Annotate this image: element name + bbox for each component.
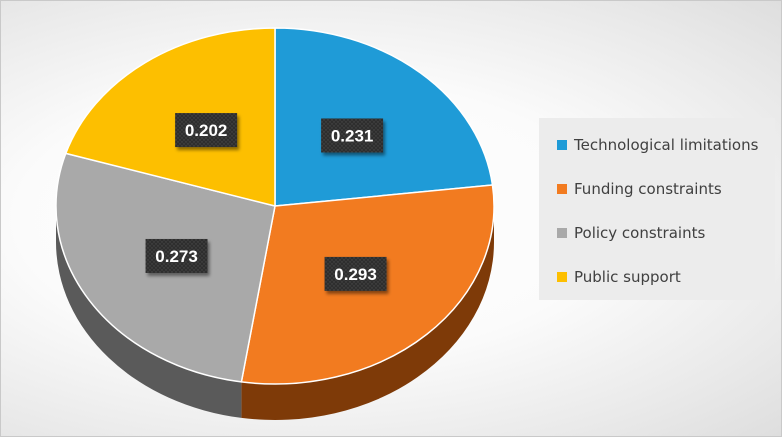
pie-side-policy-constraints [56,206,242,418]
data-label-public-support: 0.202 [175,113,238,148]
legend-label: Public support [574,268,681,286]
data-label-funding-constraints: 0.293 [324,256,387,291]
legend-swatch [557,184,567,194]
legend-item-policy-constraints: Policy constraints [557,222,705,244]
data-label-box [175,113,238,148]
legend-swatch [557,228,567,238]
legend-item-funding-constraints: Funding constraints [557,178,722,200]
data-label-text: 0.202 [185,121,228,140]
pie-side-funding-constraints [241,206,494,420]
pie-slice-public-support [65,27,276,207]
data-label-text: 0.293 [334,265,377,284]
legend-item-public-support: Public support [557,266,681,288]
data-label-text: 0.231 [331,126,374,145]
legend: Technological limitations Funding constr… [539,118,775,300]
data-label-text: 0.273 [155,247,198,266]
data-label-technological-limitations: 0.231 [321,118,384,153]
legend-label: Funding constraints [574,180,722,198]
legend-swatch [557,140,567,150]
data-label-box [324,256,387,291]
data-label-box [321,118,384,153]
data-label-policy-constraints: 0.273 [145,238,208,273]
legend-swatch [557,272,567,282]
pie-slice-technological-limitations [274,27,494,207]
legend-item-technological-limitations: Technological limitations [557,134,758,156]
pie-data-labels: 0.231 0.293 0.273 0.202 [145,113,387,291]
pie-top [55,27,495,385]
legend-label: Technological limitations [574,136,759,154]
pie-sides [56,206,494,420]
data-label-box [145,238,208,273]
legend-label: Policy constraints [574,224,706,242]
